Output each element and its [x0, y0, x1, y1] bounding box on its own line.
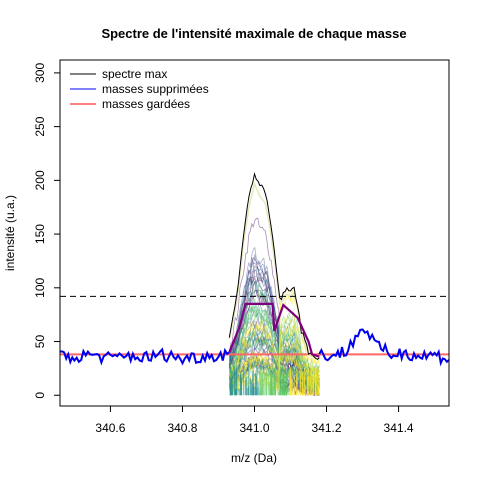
y-tick-label: 0 — [33, 392, 47, 399]
y-tick-label: 100 — [33, 277, 47, 297]
legend-label-masses-gardees: masses gardées — [102, 97, 190, 111]
x-axis: 340.6 340.8 341.0 341.2 341.4 — [95, 406, 414, 435]
series-line-masses-supprimees — [60, 347, 230, 366]
y-tick-label: 300 — [33, 63, 47, 83]
y-tick-label: 250 — [33, 116, 47, 136]
x-tick-label: 340.6 — [95, 421, 125, 435]
x-tick-label: 341.2 — [312, 421, 342, 435]
series-layer — [60, 171, 449, 367]
y-axis: 0 50 100 150 200 250 300 — [33, 63, 60, 399]
x-tick-label: 341.4 — [384, 421, 414, 435]
x-axis-label: m/z (Da) — [231, 451, 277, 465]
plot-area — [60, 171, 449, 397]
series-line-envelope — [228, 302, 320, 358]
series-line-spectre-max — [228, 171, 320, 361]
y-tick-label: 200 — [33, 170, 47, 190]
sample-curve — [228, 304, 320, 382]
y-tick-label: 150 — [33, 224, 47, 244]
y-tick-label: 50 — [33, 335, 47, 349]
sample-curve — [228, 331, 320, 384]
legend-label-spectre-max: spectre max — [102, 67, 167, 81]
y-axis-label: intensité (u.a.) — [3, 195, 17, 271]
sample-curve — [228, 321, 320, 380]
sample-curve — [228, 325, 320, 391]
sample-curve — [228, 321, 320, 383]
series-line-masses-supprimees — [318, 328, 449, 367]
x-tick-label: 341.0 — [239, 421, 269, 435]
legend-label-masses-supprimees: masses supprimées — [102, 82, 209, 96]
x-tick-label: 340.8 — [167, 421, 197, 435]
ridge-line — [228, 181, 320, 361]
legend: spectre max masses supprimées masses gar… — [70, 67, 209, 111]
chart-title: Spectre de l'intensité maximale de chaqu… — [101, 26, 406, 41]
